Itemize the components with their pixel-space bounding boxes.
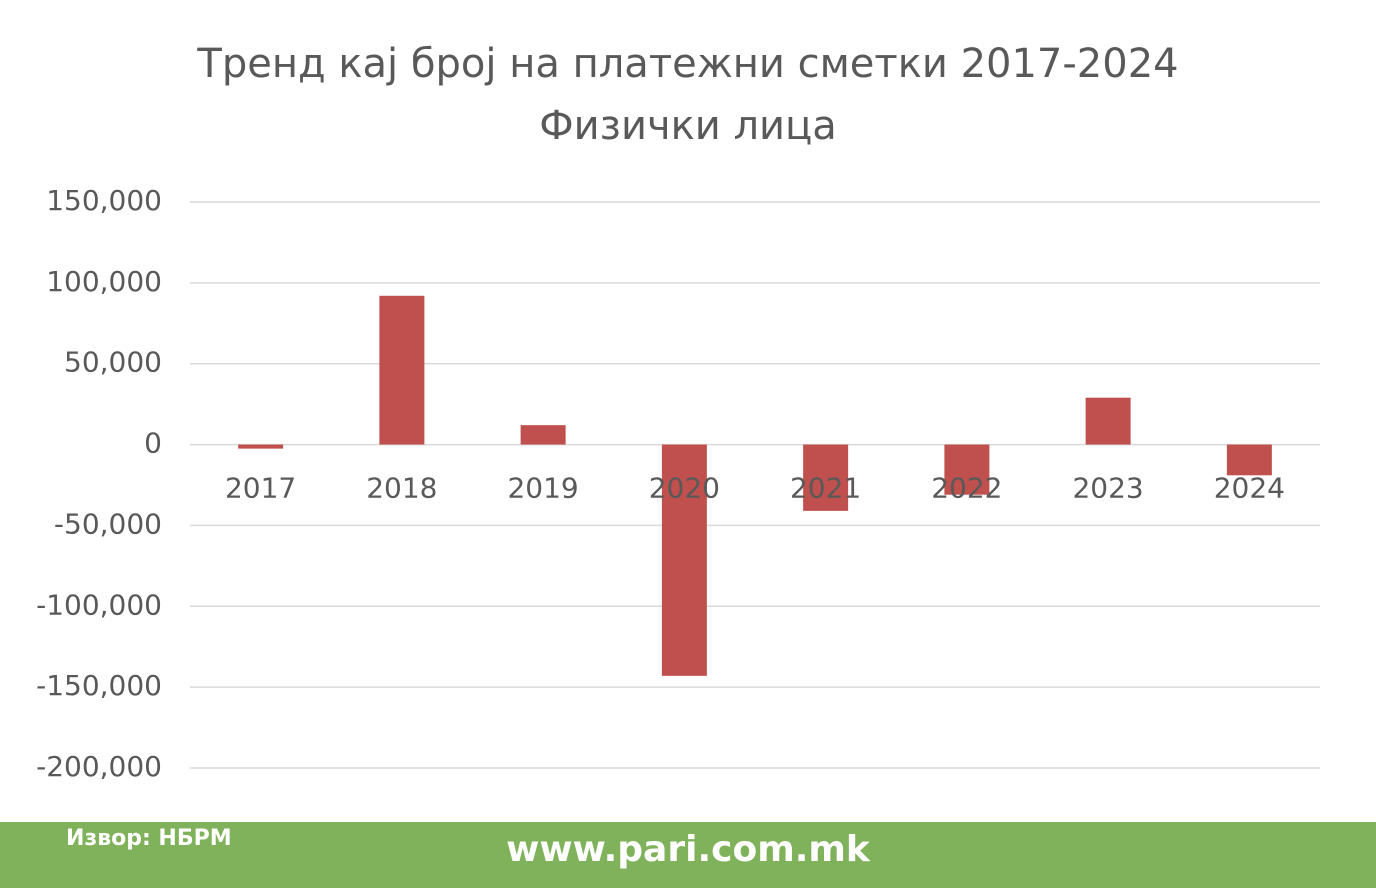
y-tick-label: 100,000 [46, 265, 162, 298]
x-tick-label: 2018 [366, 472, 437, 505]
bar [238, 444, 284, 449]
x-tick-label: 2023 [1072, 472, 1143, 505]
bar [520, 425, 566, 445]
y-tick-label: -150,000 [36, 669, 162, 702]
bar [944, 444, 990, 495]
bar [379, 295, 425, 445]
y-tick-label: 50,000 [64, 346, 162, 379]
source: Извор: НБРМ [66, 826, 232, 851]
x-tick-label: 2021 [790, 472, 861, 505]
footer-band [0, 822, 1376, 888]
chart-title: Тренд кај број на платежни сметки 2017-2… [196, 41, 1178, 87]
y-tick-label: -100,000 [36, 588, 162, 621]
y-tick-label: -50,000 [54, 507, 162, 540]
bar [803, 444, 849, 511]
website: www.pari.com.mk [506, 829, 871, 870]
y-tick-label: -200,000 [36, 750, 162, 783]
chart-subtitle: Физички лица [539, 103, 837, 149]
x-tick-label: 2020 [649, 472, 720, 505]
x-tick-label: 2019 [507, 472, 578, 505]
bar [1085, 397, 1131, 445]
x-tick-label: 2022 [931, 472, 1002, 505]
y-tick-label: 0 [144, 427, 162, 460]
x-tick-label: 2024 [1214, 472, 1285, 505]
bar [1226, 444, 1272, 476]
x-tick-label: 2017 [225, 472, 296, 505]
y-tick-label: 150,000 [46, 184, 162, 217]
bar [661, 444, 707, 676]
